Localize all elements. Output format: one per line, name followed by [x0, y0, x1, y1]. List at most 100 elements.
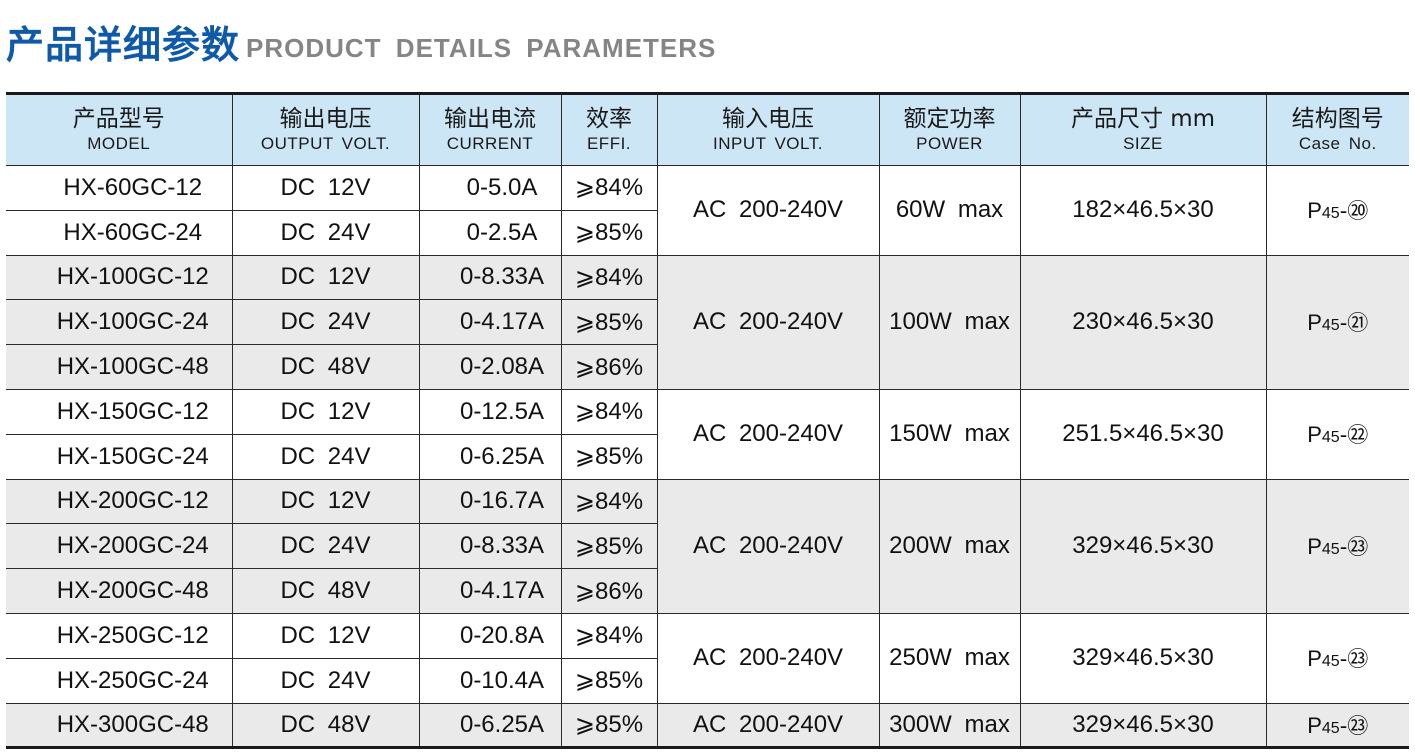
header-size: 产品尺寸 mm SIZE — [1019, 93, 1267, 166]
efficiency-cell: ⩾84% — [560, 478, 658, 525]
output-volt-cell: DC 12V — [231, 254, 420, 301]
spec-table: 产品型号 MODEL 输出电压 OUTPUT VOLT. 输出电流 CURRENT 效… — [6, 92, 1409, 750]
output-volt-cell: DC 24V — [231, 209, 420, 256]
model-cell: HX-100GC-48 — [6, 344, 233, 390]
model-cell: HX-200GC-24 — [6, 523, 233, 570]
output-volt-cell: DC 24V — [231, 433, 420, 480]
header-current: 输出电流 CURRENT — [418, 93, 562, 166]
model-cell: HX-100GC-24 — [6, 299, 233, 346]
header-output-volt: 输出电压 OUTPUT VOLT. — [231, 93, 420, 166]
size-cell: 329×46.5×30 — [1019, 478, 1267, 614]
efficiency-cell: ⩾86% — [560, 568, 657, 614]
header-model: 产品型号 MODEL — [6, 93, 233, 166]
table-row: HX-200GC-24 DC 24V 0-8.33A ⩾85% — [6, 523, 1409, 570]
model-cell: HX-200GC-12 — [6, 478, 233, 525]
header-case-no: 结构图号 Case No. — [1265, 93, 1409, 166]
output-volt-cell: DC 12V — [231, 478, 420, 525]
current-cell: 0-5.0A — [418, 165, 562, 211]
model-cell: HX-60GC-12 — [6, 165, 233, 211]
case-no-cell: P45-⑳ — [1265, 165, 1409, 256]
page-title: 产品详细参数 PRODUCT DETAILS PARAMETERS — [6, 14, 716, 68]
current-cell: 0-6.25A — [418, 702, 562, 749]
header-input-volt: 输入电压 INPUT VOLT. — [656, 93, 880, 166]
table-row: HX-60GC-12 DC 12V 0-5.0A ⩾84% AC 200-240… — [6, 165, 1409, 256]
page-title-en: PRODUCT DETAILS PARAMETERS — [246, 33, 717, 63]
size-cell: 182×46.5×30 — [1019, 165, 1267, 256]
current-cell: 0-2.5A — [418, 209, 562, 256]
size-cell: 329×46.5×30 — [1019, 702, 1267, 749]
page-title-cn: 产品详细参数 — [6, 23, 241, 67]
efficiency-cell: ⩾85% — [560, 657, 657, 704]
model-cell: HX-250GC-12 — [6, 612, 233, 659]
efficiency-cell: ⩾85% — [560, 299, 657, 346]
model-cell: HX-60GC-24 — [6, 209, 233, 256]
size-cell: 329×46.5×30 — [1019, 612, 1267, 704]
input-volt-cell: AC 200-240V — [656, 254, 880, 390]
output-volt-cell: DC 48V — [231, 702, 420, 749]
output-volt-cell: DC 24V — [231, 523, 420, 570]
current-cell: 0-12.5A — [418, 388, 562, 435]
case-no-cell: P45-㉓ — [1265, 612, 1409, 704]
size-cell: 251.5×46.5×30 — [1019, 388, 1267, 480]
output-volt-cell: DC 48V — [231, 344, 420, 390]
efficiency-cell: ⩾84% — [560, 254, 658, 301]
output-volt-cell: DC 24V — [231, 657, 420, 704]
size-cell: 230×46.5×30 — [1019, 254, 1267, 390]
power-cell: 100W max — [878, 254, 1021, 390]
model-cell: HX-100GC-12 — [6, 254, 233, 301]
efficiency-cell: ⩾86% — [560, 344, 657, 390]
efficiency-cell: ⩾85% — [560, 209, 657, 256]
output-volt-cell: DC 12V — [231, 388, 420, 435]
input-volt-cell: AC 200-240V — [656, 612, 880, 704]
input-volt-cell: AC 200-240V — [656, 165, 880, 256]
output-volt-cell: DC 12V — [231, 165, 420, 211]
current-cell: 0-6.25A — [418, 433, 562, 480]
current-cell: 0-2.08A — [418, 344, 562, 390]
current-cell: 0-8.33A — [418, 254, 562, 301]
input-volt-cell: AC 200-240V — [656, 478, 880, 614]
current-cell: 0-4.17A — [418, 299, 562, 346]
model-cell: HX-150GC-24 — [6, 433, 233, 480]
model-cell: HX-300GC-48 — [6, 702, 233, 749]
input-volt-cell: AC 200-240V — [656, 702, 880, 749]
efficiency-cell: ⩾84% — [560, 388, 658, 435]
table-row: HX-100GC-48 DC 48V 0-2.08A ⩾86% — [6, 344, 1409, 390]
power-cell: 300W max — [878, 702, 1021, 749]
table-row: HX-250GC-24 DC 24V 0-10.4A ⩾85% — [6, 657, 1409, 704]
efficiency-cell: ⩾84% — [560, 165, 658, 211]
table-row: HX-300GC-48 DC 48V 0-6.25A ⩾85% AC 200-2… — [6, 702, 1409, 749]
power-cell: 250W max — [878, 612, 1021, 704]
case-no-cell: P45-㉓ — [1265, 478, 1409, 614]
case-no-cell: P45-㉑ — [1265, 254, 1409, 390]
output-volt-cell: DC 48V — [231, 568, 420, 614]
table-row: HX-60GC-24 DC 24V 0-2.5A ⩾85% — [6, 209, 1409, 256]
table-row: HX-200GC-48 DC 48V 0-4.17A ⩾86% — [6, 568, 1409, 614]
current-cell: 0-4.17A — [418, 568, 562, 614]
efficiency-cell: ⩾85% — [560, 702, 658, 749]
current-cell: 0-10.4A — [418, 657, 562, 704]
model-cell: HX-150GC-12 — [6, 388, 233, 435]
efficiency-cell: ⩾84% — [560, 612, 658, 659]
output-volt-cell: DC 12V — [231, 612, 420, 659]
table-row: HX-150GC-12 DC 12V 0-12.5A ⩾84% AC 200-2… — [6, 388, 1409, 480]
input-volt-cell: AC 200-240V — [656, 388, 880, 480]
table-row: HX-250GC-12 DC 12V 0-20.8A ⩾84% AC 200-2… — [6, 612, 1409, 704]
power-cell: 60W max — [878, 165, 1021, 256]
power-cell: 150W max — [878, 388, 1021, 480]
case-no-cell: P45-㉒ — [1265, 388, 1409, 480]
power-cell: 200W max — [878, 478, 1021, 614]
table-row: HX-100GC-24 DC 24V 0-4.17A ⩾85% — [6, 299, 1409, 346]
efficiency-cell: ⩾85% — [560, 523, 657, 570]
table-row: HX-100GC-12 DC 12V 0-8.33A ⩾84% AC 200-2… — [6, 254, 1409, 390]
efficiency-cell: ⩾85% — [560, 433, 657, 480]
table-row: HX-150GC-24 DC 24V 0-6.25A ⩾85% — [6, 433, 1409, 480]
model-cell: HX-250GC-24 — [6, 657, 233, 704]
current-cell: 0-20.8A — [418, 612, 562, 659]
current-cell: 0-16.7A — [418, 478, 562, 525]
header-efficiency: 效率 EFFI. — [560, 93, 658, 166]
current-cell: 0-8.33A — [418, 523, 562, 570]
model-cell: HX-200GC-48 — [6, 568, 233, 614]
table-row: HX-200GC-12 DC 12V 0-16.7A ⩾84% AC 200-2… — [6, 478, 1409, 614]
header-power: 额定功率 POWER — [878, 93, 1021, 166]
output-volt-cell: DC 24V — [231, 299, 420, 346]
